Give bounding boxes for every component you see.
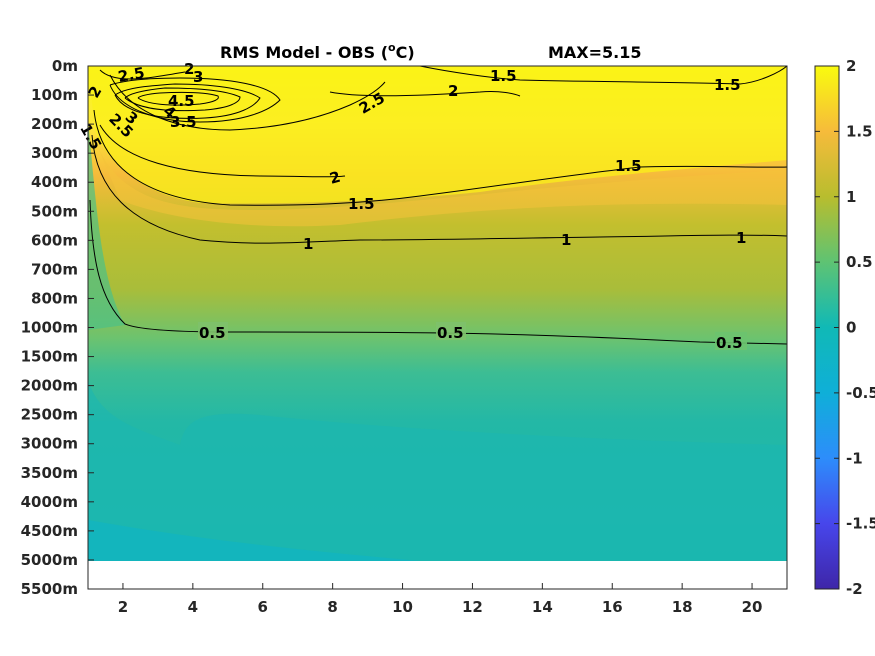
y-tick-label: 200m (31, 115, 78, 133)
contour-label: 1.5 (490, 67, 517, 85)
colorbar-tick-label: 1 (846, 188, 856, 206)
colorbar-tick-label: -1.5 (846, 515, 875, 533)
contour-2.5 (109, 74, 386, 131)
colorbar-ticks: 2 1.5 1 0.5 0 -0.5 -1 -1.5 -2 (815, 57, 875, 598)
contour-label: 1 (303, 235, 313, 253)
contour-label: 3.5 (170, 113, 197, 131)
contour-2.5-top (99, 69, 186, 80)
contour-lines (89, 65, 788, 345)
contour-label: 2 (448, 82, 458, 100)
y-tick-label: 2500m (21, 406, 78, 424)
y-tick-label: 3000m (21, 435, 78, 453)
y-tick-label: 600m (31, 231, 78, 249)
contour-label: 0.5 (199, 324, 226, 342)
chart-title: RMS Model - OBS (oC) (220, 41, 415, 62)
contour-4.5 (137, 91, 219, 106)
y-tick-label: 1500m (21, 348, 78, 366)
y-tick-label: 4000m (21, 493, 78, 511)
y-tick-label: 100m (31, 86, 78, 104)
orange-band-region (95, 140, 787, 227)
x-tick-label: 14 (532, 598, 553, 616)
contour-label: 1.5 (348, 195, 375, 213)
x-axis: 2 4 6 8 10 12 14 16 18 20 (118, 583, 763, 616)
x-tick-label: 16 (602, 598, 623, 616)
y-tick-label: 300m (31, 144, 78, 162)
y-axis: 0m 100m 200m 300m 400m 500m 600m 700m 800m 1000m 1… (21, 57, 94, 598)
contour-3 (109, 77, 281, 123)
colorbar-tick-label: -0.5 (846, 384, 875, 402)
contour-2-upper (329, 91, 521, 97)
contour-label: 0.5 (437, 324, 464, 342)
y-tick-label: 2000m (21, 377, 78, 395)
heatmap-field (88, 66, 787, 561)
x-tick-label: 4 (188, 598, 198, 616)
colorbar-tick-label: 2 (846, 57, 856, 75)
contour-3.5 (114, 83, 261, 119)
contour-label: 1 (561, 231, 571, 249)
x-tick-label: 20 (742, 598, 763, 616)
x-tick-label: 8 (327, 598, 337, 616)
contour-0.5 (89, 199, 788, 345)
contour-label: 2.5 (117, 64, 146, 86)
contour-label: 4.5 (168, 92, 195, 110)
y-tick-label: 4500m (21, 522, 78, 540)
contour-1.5-lower (93, 109, 788, 206)
contour-label: 1.5 (615, 157, 642, 175)
x-tick-label: 6 (258, 598, 268, 616)
max-annotation: MAX=5.15 (548, 43, 642, 62)
contour-label: 0.5 (716, 334, 743, 352)
y-tick-label: 1000m (21, 319, 78, 337)
y-tick-label: 5500m (21, 580, 78, 598)
x-tick-label: 12 (462, 598, 483, 616)
left-wedge-region (88, 120, 125, 330)
x-tick-label: 18 (672, 598, 693, 616)
y-tick-label: 400m (31, 173, 78, 191)
warm-core-region (88, 66, 787, 204)
contour-label: 2 (184, 60, 194, 78)
y-tick-label: 0m (52, 57, 78, 75)
colorbar-tick-label: 0 (846, 319, 856, 337)
contour-1.5-upper (419, 65, 788, 85)
contour-label: 1 (736, 229, 746, 247)
y-tick-label: 3500m (21, 464, 78, 482)
contour-1 (91, 134, 788, 244)
x-tick-label: 10 (392, 598, 413, 616)
colorbar-tick-label: -1 (846, 449, 863, 467)
contour-label: 2 (328, 168, 343, 188)
title-unit-superscript: o (388, 41, 396, 54)
y-tick-label: 500m (31, 202, 78, 220)
contour-4 (124, 87, 241, 112)
colorbar-tick-label: 1.5 (846, 122, 873, 140)
x-tick-label: 2 (118, 598, 128, 616)
y-tick-label: 5000m (21, 551, 78, 569)
deep-cyan-region (88, 380, 787, 561)
bottom-cyan-region (88, 520, 420, 561)
colorbar-tick-label: 0.5 (846, 253, 873, 271)
y-tick-label: 800m (31, 289, 78, 307)
contour-2-mid (99, 124, 346, 178)
contour-label: 1.5 (714, 76, 741, 94)
colorbar-tick-label: -2 (846, 580, 863, 598)
contour-label: 3 (193, 68, 203, 86)
y-tick-label: 700m (31, 260, 78, 278)
